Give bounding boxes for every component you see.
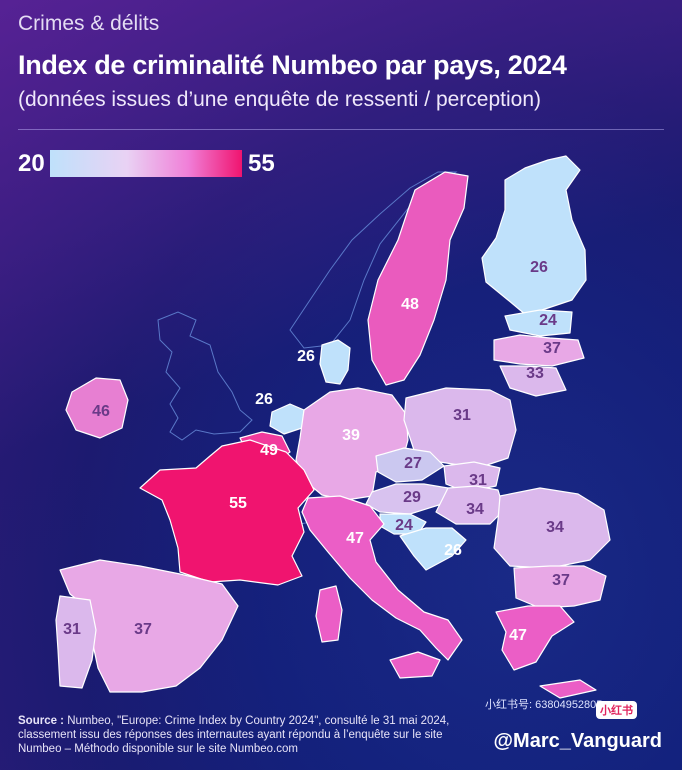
label-germany: 39 [342, 427, 360, 444]
label-ireland: 46 [92, 403, 110, 420]
country-finland [481, 155, 587, 316]
country-sardinia [315, 585, 343, 643]
label-finland: 26 [530, 259, 548, 276]
kicker: Crimes & délits [18, 12, 160, 35]
country-italy [301, 495, 463, 661]
label-belgium: 49 [260, 442, 278, 459]
country-lithuania [499, 365, 567, 397]
country-hungary [435, 485, 505, 525]
label-netherlands: 26 [255, 391, 273, 408]
label-spain: 37 [134, 621, 152, 638]
country-romania [493, 487, 611, 569]
label-croatia: 26 [444, 542, 462, 559]
label-hungary: 34 [466, 501, 484, 518]
country-sicily [389, 651, 441, 679]
country-greece [495, 605, 575, 671]
country-estonia [504, 309, 573, 337]
label-bulgaria: 37 [552, 572, 570, 589]
country-denmark [319, 339, 351, 385]
country-netherlands [269, 403, 305, 435]
country-ireland [65, 377, 129, 439]
label-denmark: 26 [297, 348, 315, 365]
label-lithuania: 33 [526, 365, 544, 382]
watermark-id: 小红书号: 63804952805 [485, 699, 603, 711]
label-italy: 47 [346, 530, 364, 547]
label-czechia: 27 [404, 455, 422, 472]
label-poland: 31 [453, 407, 471, 424]
title-divider [18, 129, 664, 130]
legend-min: 20 [18, 150, 45, 177]
country-slovakia [443, 461, 501, 493]
source-label: Source : [18, 715, 65, 727]
label-austria: 29 [403, 489, 421, 506]
country-latvia [493, 334, 585, 367]
uk-outline [157, 311, 253, 441]
country-croatia [399, 527, 467, 571]
label-france: 55 [229, 495, 247, 512]
label-latvia: 37 [543, 340, 561, 357]
legend-max: 55 [248, 150, 275, 177]
country-shapes [55, 155, 611, 699]
author-handle: @Marc_Vanguard [493, 730, 662, 752]
country-bulgaria [513, 565, 607, 609]
country-poland [403, 387, 517, 469]
label-greece: 47 [509, 627, 527, 644]
country-czechia [375, 447, 445, 483]
label-portugal: 31 [63, 621, 81, 638]
country-germany [295, 387, 409, 501]
watermark-badge: 小红书 [596, 701, 637, 719]
map-subtitle: (données issues d’une enquête de ressent… [18, 88, 542, 111]
label-sweden: 48 [401, 296, 419, 313]
source-text: Numbeo, "Europe: Crime Index by Country … [18, 715, 450, 755]
legend-gradient [50, 150, 242, 177]
label-slovakia: 31 [469, 472, 487, 489]
value-labels: 26 48 24 37 33 26 26 46 49 39 31 27 31 5… [63, 259, 570, 644]
country-portugal [55, 595, 97, 689]
country-crete [539, 679, 597, 699]
country-france [139, 439, 315, 586]
map-title: Index de criminalité Numbeo par pays, 20… [18, 50, 567, 80]
label-slovenia: 24 [395, 517, 413, 534]
country-sweden [367, 171, 469, 386]
label-romania: 34 [546, 519, 564, 536]
label-estonia: 24 [539, 312, 557, 329]
source-note: Source : Numbeo, "Europe: Crime Index by… [18, 714, 463, 756]
